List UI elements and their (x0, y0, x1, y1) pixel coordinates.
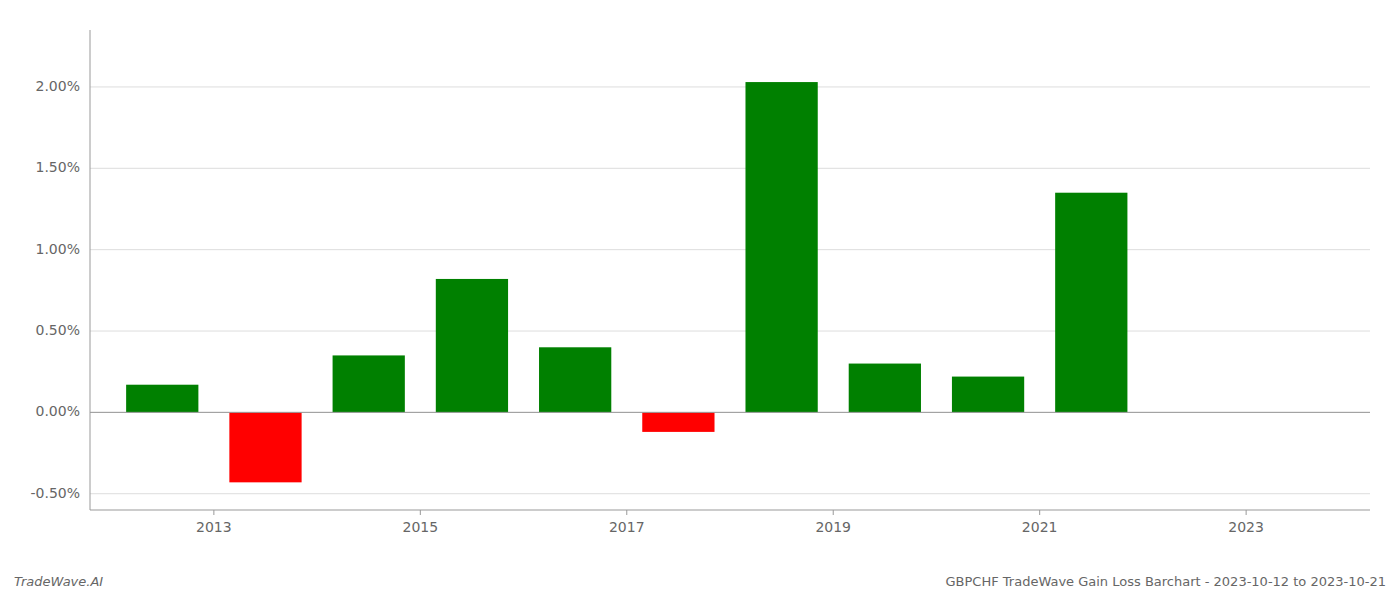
bar (436, 279, 508, 412)
y-grid (90, 87, 1370, 494)
y-tick-label: 0.50% (36, 322, 80, 338)
grid-line (90, 86, 1370, 87)
x-tick-label: 2017 (609, 519, 645, 535)
y-tick-label: -0.50% (30, 485, 80, 501)
bar (1055, 193, 1127, 413)
grid-line (90, 493, 1370, 494)
bars (126, 82, 1127, 482)
y-axis-line (90, 30, 91, 510)
grid-line (90, 331, 1370, 332)
x-tick (1246, 510, 1247, 515)
zero-line (90, 412, 1370, 413)
y-tick-label: 1.50% (36, 159, 80, 175)
x-tick-label: 2013 (196, 519, 232, 535)
footer-text: TradeWave.AI (14, 574, 103, 589)
x-axis-line (90, 510, 1370, 511)
y-tick-label: 1.00% (36, 241, 80, 257)
bar (849, 364, 921, 413)
x-tick-label: 2019 (815, 519, 851, 535)
y-tick-label: 0.00% (36, 403, 80, 419)
x-tick-label: 2015 (403, 519, 439, 535)
bar (229, 412, 301, 482)
x-tick-label: 2021 (1022, 519, 1058, 535)
y-tick-label: 2.00% (36, 78, 80, 94)
grid-line (90, 412, 1370, 413)
footer-text: GBPCHF TradeWave Gain Loss Barchart - 20… (946, 574, 1386, 589)
grid-line (90, 249, 1370, 250)
bar (539, 347, 611, 412)
x-tick-label: 2023 (1228, 519, 1264, 535)
bar (745, 82, 817, 412)
x-tick (420, 510, 421, 515)
x-tick (833, 510, 834, 515)
bar (333, 355, 405, 412)
x-tick (213, 510, 214, 515)
x-tick (1039, 510, 1040, 515)
bar (952, 377, 1024, 413)
grid-line (90, 168, 1370, 169)
bar (126, 385, 198, 413)
x-tick (626, 510, 627, 515)
bar (642, 412, 714, 432)
chart: -0.50% 0.00% 0.50% 1.00% 1.50% 2.00% 2013 2015 2… (0, 0, 1400, 600)
